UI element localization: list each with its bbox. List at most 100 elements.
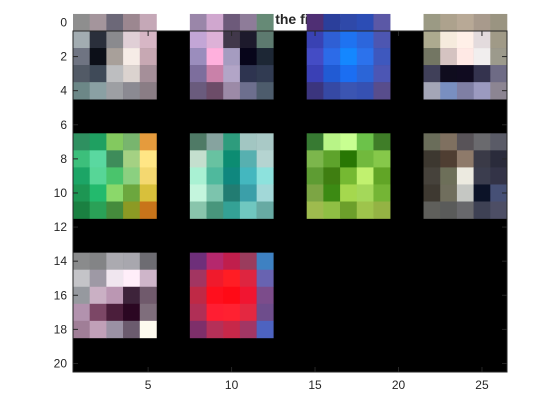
heatmap-cell (340, 31, 358, 49)
heatmap-cell (106, 31, 124, 49)
heatmap-cell (473, 82, 491, 100)
heatmap-cell (89, 252, 107, 270)
heatmap-cell (323, 167, 341, 185)
heatmap-cell (456, 13, 474, 32)
heatmap-cell (256, 184, 274, 202)
heatmap-cell (106, 13, 124, 32)
heatmap-cell (189, 269, 207, 288)
heatmap-cell (223, 167, 241, 185)
heatmap-cell (73, 201, 90, 219)
filter-tile-4 (423, 13, 508, 100)
heatmap-cell (123, 303, 141, 322)
heatmap-cell (106, 65, 124, 83)
heatmap-cell (239, 133, 257, 151)
y-tick-label: 16 (54, 288, 68, 302)
heatmap-cell (73, 184, 90, 202)
heatmap-cell (73, 150, 90, 168)
heatmap-cell (256, 13, 274, 32)
heatmap-cell (189, 184, 207, 202)
heatmap-cell (73, 82, 90, 100)
heatmap-cell (223, 320, 241, 339)
heatmap-cell (373, 31, 391, 49)
heatmap-cell (73, 133, 90, 151)
heatmap-cell (373, 82, 391, 100)
heatmap-cell (139, 48, 157, 66)
heatmap-cell (189, 320, 207, 339)
heatmap-cell (256, 48, 274, 66)
heatmap-cell (189, 150, 207, 168)
heatmap-cell (73, 269, 90, 288)
heatmap-cell (323, 31, 341, 49)
filter-tile-8 (423, 133, 508, 219)
heatmap-cell (306, 150, 324, 168)
heatmap-cell (356, 65, 374, 83)
heatmap-cell (106, 286, 124, 305)
filter-tile-9 (73, 252, 157, 339)
heatmap-cell (223, 150, 241, 168)
heatmap-cell (189, 286, 207, 305)
heatmap-cell (189, 167, 207, 185)
heatmap-cell (306, 82, 324, 100)
heatmap-cell (223, 201, 241, 219)
heatmap-cell (106, 303, 124, 322)
heatmap-cell (89, 48, 107, 66)
y-axis-ticks: 0 2 4 6 8 10 12 14 16 18 20 (54, 15, 507, 370)
heatmap-cell (123, 167, 141, 185)
heatmap-cell (440, 48, 458, 66)
heatmap-cell (89, 201, 107, 219)
heatmap-cell (223, 252, 241, 270)
heatmap-cell (356, 48, 374, 66)
heatmap-cell (306, 65, 324, 83)
x-tick-label: 5 (145, 378, 152, 392)
heatmap-cell (373, 133, 391, 151)
heatmap-cell (106, 48, 124, 66)
heatmap-cell (306, 167, 324, 185)
heatmap-cell (106, 252, 124, 270)
heatmap-cell (490, 150, 508, 168)
heatmap-cell (456, 48, 474, 66)
heatmap-cell (223, 184, 241, 202)
heatmap-cell (139, 303, 157, 322)
heatmap-cell (323, 184, 341, 202)
heatmap-cell (189, 82, 207, 100)
heatmap-cell (306, 48, 324, 66)
heatmap-cell (340, 82, 358, 100)
x-tick-label: 15 (308, 378, 322, 392)
filter-tile-10 (189, 252, 274, 339)
heatmap-cell (189, 31, 207, 49)
y-tick-label: 12 (54, 220, 68, 234)
heatmap-cell (223, 65, 241, 83)
heatmap-cell (223, 286, 241, 305)
heatmap-cell (89, 133, 107, 151)
heatmap-cell (123, 82, 141, 100)
heatmap-cell (356, 133, 374, 151)
heatmap-cell (323, 48, 341, 66)
heatmap-cell (356, 150, 374, 168)
heatmap-cell (139, 320, 157, 339)
heatmap-cell (456, 65, 474, 83)
heatmap-cell (473, 65, 491, 83)
heatmap-cell (423, 184, 441, 202)
heatmap-cell (73, 167, 90, 185)
heatmap-cell (456, 31, 474, 49)
heatmap-cell (139, 82, 157, 100)
heatmap-cell (206, 82, 224, 100)
heatmap-cell (73, 286, 90, 305)
heatmap-cell (373, 13, 391, 32)
heatmap-cell (106, 201, 124, 219)
heatmap-cell (306, 184, 324, 202)
heatmap-cell (123, 13, 141, 32)
x-tick-label: 10 (225, 378, 239, 392)
heatmap-cell (423, 65, 441, 83)
heatmap-cell (223, 133, 241, 151)
heatmap-cell (123, 31, 141, 49)
heatmap-cell (440, 65, 458, 83)
heatmap-cell (89, 150, 107, 168)
heatmap-cell (106, 150, 124, 168)
heatmap-cell (189, 48, 207, 66)
heatmap-cell (356, 82, 374, 100)
heatmap-cell (73, 65, 90, 83)
heatmap-cell (256, 167, 274, 185)
heatmap-cell (73, 48, 90, 66)
